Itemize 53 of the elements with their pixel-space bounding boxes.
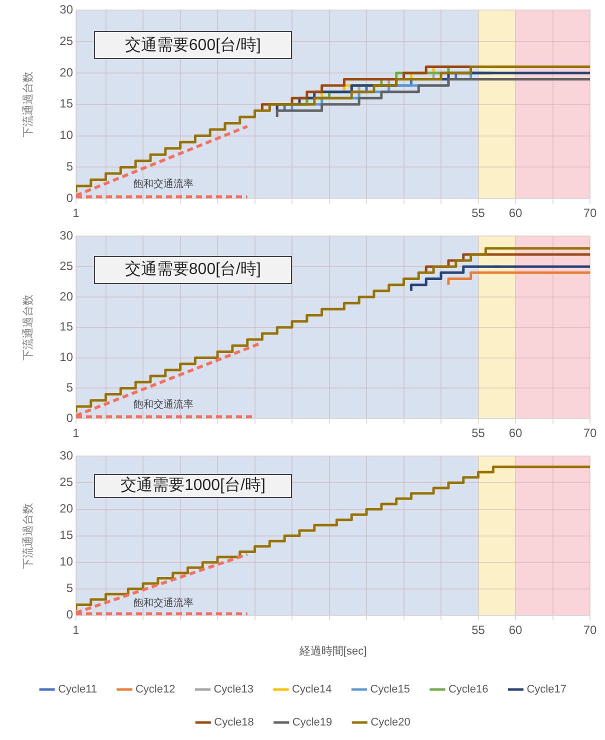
x-tick-label: 1 [72, 426, 80, 440]
x-tick-label: 70 [583, 622, 597, 637]
y-tick-label: 0 [66, 190, 74, 205]
legend-label: Cycle17 [526, 684, 566, 696]
y-tick-label: 15 [60, 528, 74, 542]
y-tick-label: 30 [60, 228, 74, 243]
y-tick-label: 5 [66, 380, 74, 395]
y-tick-label: 25 [60, 34, 74, 48]
x-tick-label: 60 [508, 622, 522, 637]
title-box: 交通需要800[台/時] [94, 256, 292, 284]
legend-label: Cycle13 [214, 684, 254, 696]
y-tick-label: 0 [66, 608, 74, 622]
legend-label: Cycle14 [292, 684, 332, 696]
title-box: 交通需要1000[台/時] [94, 474, 292, 498]
y-tick-label: 15 [60, 320, 74, 334]
legend-label: Cycle15 [370, 684, 410, 696]
legend-label: Cycle19 [292, 716, 332, 729]
y-tick-label: 20 [60, 289, 74, 304]
annotation: 飽和交通流率 [133, 178, 194, 190]
y-tick-label: 20 [60, 65, 74, 80]
y-axis-title: 下流通過台数 [22, 502, 35, 569]
x-tick-label: 70 [583, 206, 597, 220]
legend-label: Cycle11 [58, 684, 98, 696]
x-tick-label: 1 [72, 622, 80, 637]
y-tick-label: 20 [60, 502, 74, 516]
annotation: 飽和交通流率 [133, 597, 194, 610]
y-tick-label: 5 [66, 160, 74, 174]
y-tick-label: 15 [60, 96, 74, 111]
x-tick-label: 55 [472, 426, 486, 440]
y-tick-label: 30 [60, 448, 74, 463]
annotation: 飽和交通流率 [133, 398, 194, 411]
x-axis-title: 経過時間[sec] [298, 644, 367, 658]
x-tick-label: 55 [472, 622, 486, 637]
y-tick-label: 10 [60, 128, 74, 142]
legend-label: Cycle16 [448, 684, 488, 696]
x-tick-label: 70 [583, 426, 597, 440]
title-box: 交通需要600[台/時] [94, 30, 292, 60]
x-tick-label: 60 [508, 206, 522, 220]
y-tick-label: 30 [60, 2, 74, 17]
y-axis-title: 下流通過台数 [22, 71, 35, 138]
x-tick-label: 1 [72, 206, 80, 220]
x-tick-label: 60 [508, 426, 522, 440]
y-tick-label: 5 [66, 581, 74, 596]
y-tick-label: 10 [60, 350, 74, 364]
y-tick-label: 10 [60, 554, 74, 569]
y-tick-label: 25 [60, 258, 74, 273]
y-tick-label: 25 [60, 475, 74, 490]
legend-label: Cycle20 [370, 716, 410, 729]
y-axis-title: 下流通過台数 [22, 294, 35, 360]
legend-label: Cycle12 [135, 684, 176, 696]
y-tick-label: 0 [66, 410, 74, 425]
x-tick-label: 55 [472, 206, 486, 220]
legend-label: Cycle18 [214, 716, 254, 729]
